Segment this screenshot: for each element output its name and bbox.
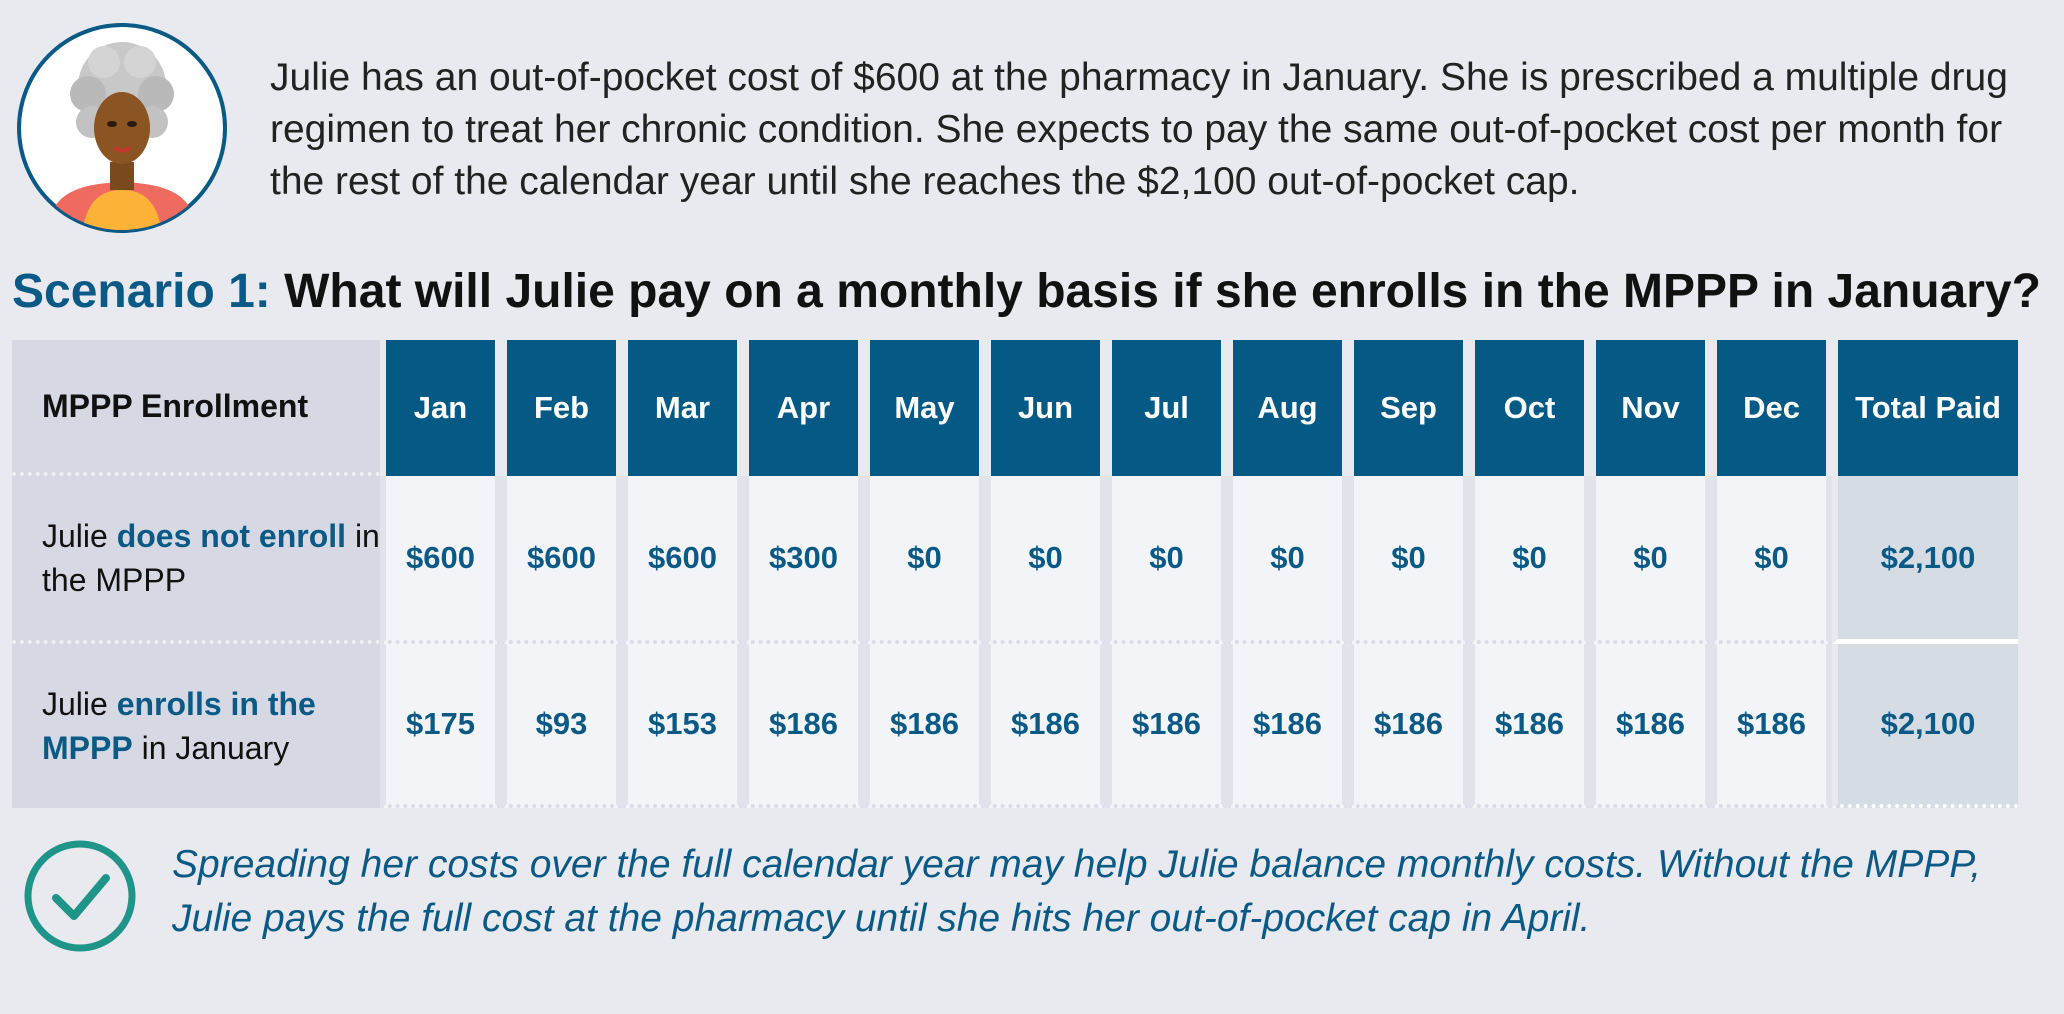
row-label-prefix: Julie <box>42 686 117 722</box>
avatar <box>16 22 228 234</box>
table-cell: $186 <box>864 644 985 808</box>
table-cell: $0 <box>1106 476 1227 644</box>
table-cell: $186 <box>1590 644 1711 808</box>
row-label-suffix: in the MPPP <box>42 518 380 598</box>
table-cell: $0 <box>1227 476 1348 644</box>
total-cell: $2,100 <box>1832 476 2018 644</box>
table-cell: $600 <box>622 476 743 644</box>
table-cell: $186 <box>1227 644 1348 808</box>
table-cell: $175 <box>380 644 501 808</box>
cost-table: MPPP Enrollment Jan Feb Mar Apr May Jun … <box>12 340 2018 808</box>
row-label: Julie does not enroll in the MPPP <box>12 476 380 644</box>
table-cell: $600 <box>501 476 622 644</box>
table-cell: $300 <box>743 476 864 644</box>
table-cell: $186 <box>1348 644 1469 808</box>
row-label: Julie enrolls in the MPPP in January <box>12 644 380 808</box>
header-row: MPPP Enrollment Jan Feb Mar Apr May Jun … <box>12 340 2018 476</box>
header-month: May <box>864 340 985 476</box>
table-cell: $0 <box>1711 476 1832 644</box>
intro-paragraph: Julie has an out-of-pocket cost of $600 … <box>270 56 2008 203</box>
table-cell: $186 <box>1469 644 1590 808</box>
header-month: Aug <box>1227 340 1348 476</box>
check-badge <box>22 838 138 954</box>
total-cell: $2,100 <box>1832 644 2018 808</box>
check-circle-icon <box>24 840 136 952</box>
header-month: Mar <box>622 340 743 476</box>
header-month: Jan <box>380 340 501 476</box>
header-enrollment-label: MPPP Enrollment <box>12 340 380 476</box>
row-label-highlight: enrolls in the MPPP <box>42 686 316 766</box>
table-cell: $186 <box>1711 644 1832 808</box>
table-cell: $0 <box>1590 476 1711 644</box>
header-month: Feb <box>501 340 622 476</box>
header-total-paid: Total Paid <box>1832 340 2018 476</box>
table-cell: $93 <box>501 644 622 808</box>
header-month: Dec <box>1711 340 1832 476</box>
table-cell: $0 <box>1469 476 1590 644</box>
table-cell: $0 <box>985 476 1106 644</box>
summary-note: Spreading her costs over the full calend… <box>172 843 1982 940</box>
table-row-enrolled: Julie enrolls in the MPPP in January $17… <box>12 644 2018 808</box>
table-cell: $186 <box>1106 644 1227 808</box>
header-month: Jul <box>1106 340 1227 476</box>
header-month: Jun <box>985 340 1106 476</box>
row-label-prefix: Julie <box>42 518 117 554</box>
scenario-heading: Scenario 1: What will Julie pay on a mon… <box>12 262 2052 322</box>
table-cell: $0 <box>1348 476 1469 644</box>
header-month: Oct <box>1469 340 1590 476</box>
header-month: Apr <box>743 340 864 476</box>
table-cell: $0 <box>864 476 985 644</box>
scenario-lead: Scenario 1: <box>12 265 271 318</box>
table-cell: $600 <box>380 476 501 644</box>
table-cell: $186 <box>743 644 864 808</box>
table-row-not-enrolled: Julie does not enroll in the MPPP $600 $… <box>12 476 2018 644</box>
woman-avatar-icon <box>17 23 227 233</box>
header-month: Nov <box>1590 340 1711 476</box>
header-month: Sep <box>1348 340 1469 476</box>
row-label-suffix: in January <box>132 730 290 766</box>
table-cell: $153 <box>622 644 743 808</box>
scenario-question: What will Julie pay on a monthly basis i… <box>270 265 2041 318</box>
row-label-highlight: does not enroll <box>116 518 347 554</box>
table-cell: $186 <box>985 644 1106 808</box>
